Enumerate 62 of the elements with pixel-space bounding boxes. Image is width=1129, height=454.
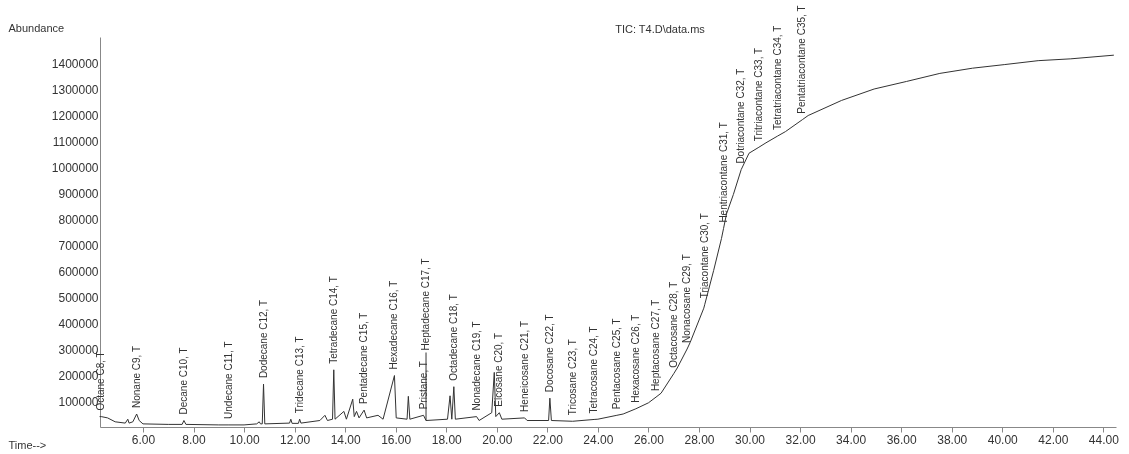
y-tick-label: 1000000 bbox=[51, 160, 99, 175]
annotation: Pentacosane C25, T bbox=[610, 318, 622, 410]
annotation: Triacontane C30, T bbox=[698, 213, 710, 299]
annotation: Docosane C22, T bbox=[543, 314, 555, 393]
y-tick-label: 700000 bbox=[58, 238, 99, 253]
annotation: Hexadecane C16, T bbox=[388, 280, 400, 370]
x-tick-label: 12.00 bbox=[280, 432, 311, 447]
annotation: Nonadecane C19, T bbox=[470, 321, 482, 411]
x-tick-label: 40.00 bbox=[987, 432, 1019, 447]
y-tick-label: 1400000 bbox=[51, 56, 99, 71]
y-tick-label: 800000 bbox=[58, 212, 99, 227]
y-tick-label: 1300000 bbox=[51, 82, 99, 97]
x-tick-label: 16.00 bbox=[381, 432, 412, 447]
annotation: Nonacosane C29, T bbox=[681, 254, 693, 343]
annotation: Dodecane C12, T bbox=[257, 299, 269, 379]
y-tick-label: 900000 bbox=[58, 186, 99, 201]
x-axis-title: Time--> bbox=[8, 438, 47, 451]
annotation: Pentadecane C15, T bbox=[358, 312, 370, 405]
x-tick-label: 32.00 bbox=[785, 432, 816, 447]
annotation: Undecane C11, T bbox=[222, 341, 234, 419]
annotation: Pristane, T bbox=[417, 361, 429, 410]
annotation: Tetratriacontane C34, T bbox=[771, 25, 783, 131]
y-tick-label: 1200000 bbox=[51, 108, 99, 123]
x-tick-label: 30.00 bbox=[735, 432, 766, 447]
annotation: Dotriacontane C32, T bbox=[735, 68, 747, 164]
x-tick-label: 42.00 bbox=[1038, 432, 1069, 447]
x-tick-label: 18.00 bbox=[431, 432, 463, 447]
annotation: Octadecane C18, T bbox=[447, 294, 459, 381]
annotation: Tridecane C13, T bbox=[293, 336, 305, 414]
annotation: Heptacosane C27, T bbox=[650, 299, 662, 392]
annotation: Tricosane C23, T bbox=[566, 339, 578, 416]
x-tick-label: 28.00 bbox=[684, 432, 715, 447]
annotation: Octacosane C28, T bbox=[667, 281, 679, 368]
x-tick-label: 20.00 bbox=[482, 432, 513, 447]
annotation: Heptadecane C17, T bbox=[420, 258, 432, 351]
annotation: Heneicosane C21, T bbox=[518, 320, 530, 412]
x-tick-label: 44.00 bbox=[1088, 432, 1120, 447]
x-tick-label: 36.00 bbox=[886, 432, 918, 447]
x-tick-label: 8.00 bbox=[182, 432, 207, 447]
y-axis-title: Abundance bbox=[8, 21, 65, 34]
annotation: Tetradecane C14, T bbox=[327, 276, 339, 364]
annotation: Hentriacontane C31, T bbox=[717, 122, 729, 223]
annotation: Tritriacontane C33, T bbox=[752, 47, 764, 142]
x-tick-label: 24.00 bbox=[583, 432, 614, 447]
x-tick-label: 10.00 bbox=[229, 432, 260, 447]
y-tick-label: 400000 bbox=[58, 316, 99, 331]
y-tick-label: 600000 bbox=[58, 264, 99, 279]
annotation: Hexacosane C26, T bbox=[629, 314, 641, 403]
x-tick-label: 22.00 bbox=[532, 432, 564, 447]
x-tick-label: 6.00 bbox=[131, 432, 156, 447]
y-tick-label: 1100000 bbox=[52, 134, 99, 149]
x-tick-label: 38.00 bbox=[937, 432, 968, 447]
x-tick-label: 14.00 bbox=[330, 432, 361, 447]
y-tick-label: 500000 bbox=[58, 290, 99, 305]
annotation: Pentatriacontane C35, T bbox=[796, 5, 808, 114]
chart-title: TIC: T4.D\data.ms bbox=[615, 23, 706, 35]
annotation: Tetracosane C24, T bbox=[588, 326, 600, 414]
annotation: Eicosane C20, T bbox=[493, 332, 505, 407]
annotation: Nonane C9, T bbox=[130, 345, 142, 408]
annotation: Decane C10, T bbox=[177, 347, 189, 415]
x-tick-label: 26.00 bbox=[633, 432, 665, 447]
x-tick-label: 34.00 bbox=[836, 432, 867, 447]
